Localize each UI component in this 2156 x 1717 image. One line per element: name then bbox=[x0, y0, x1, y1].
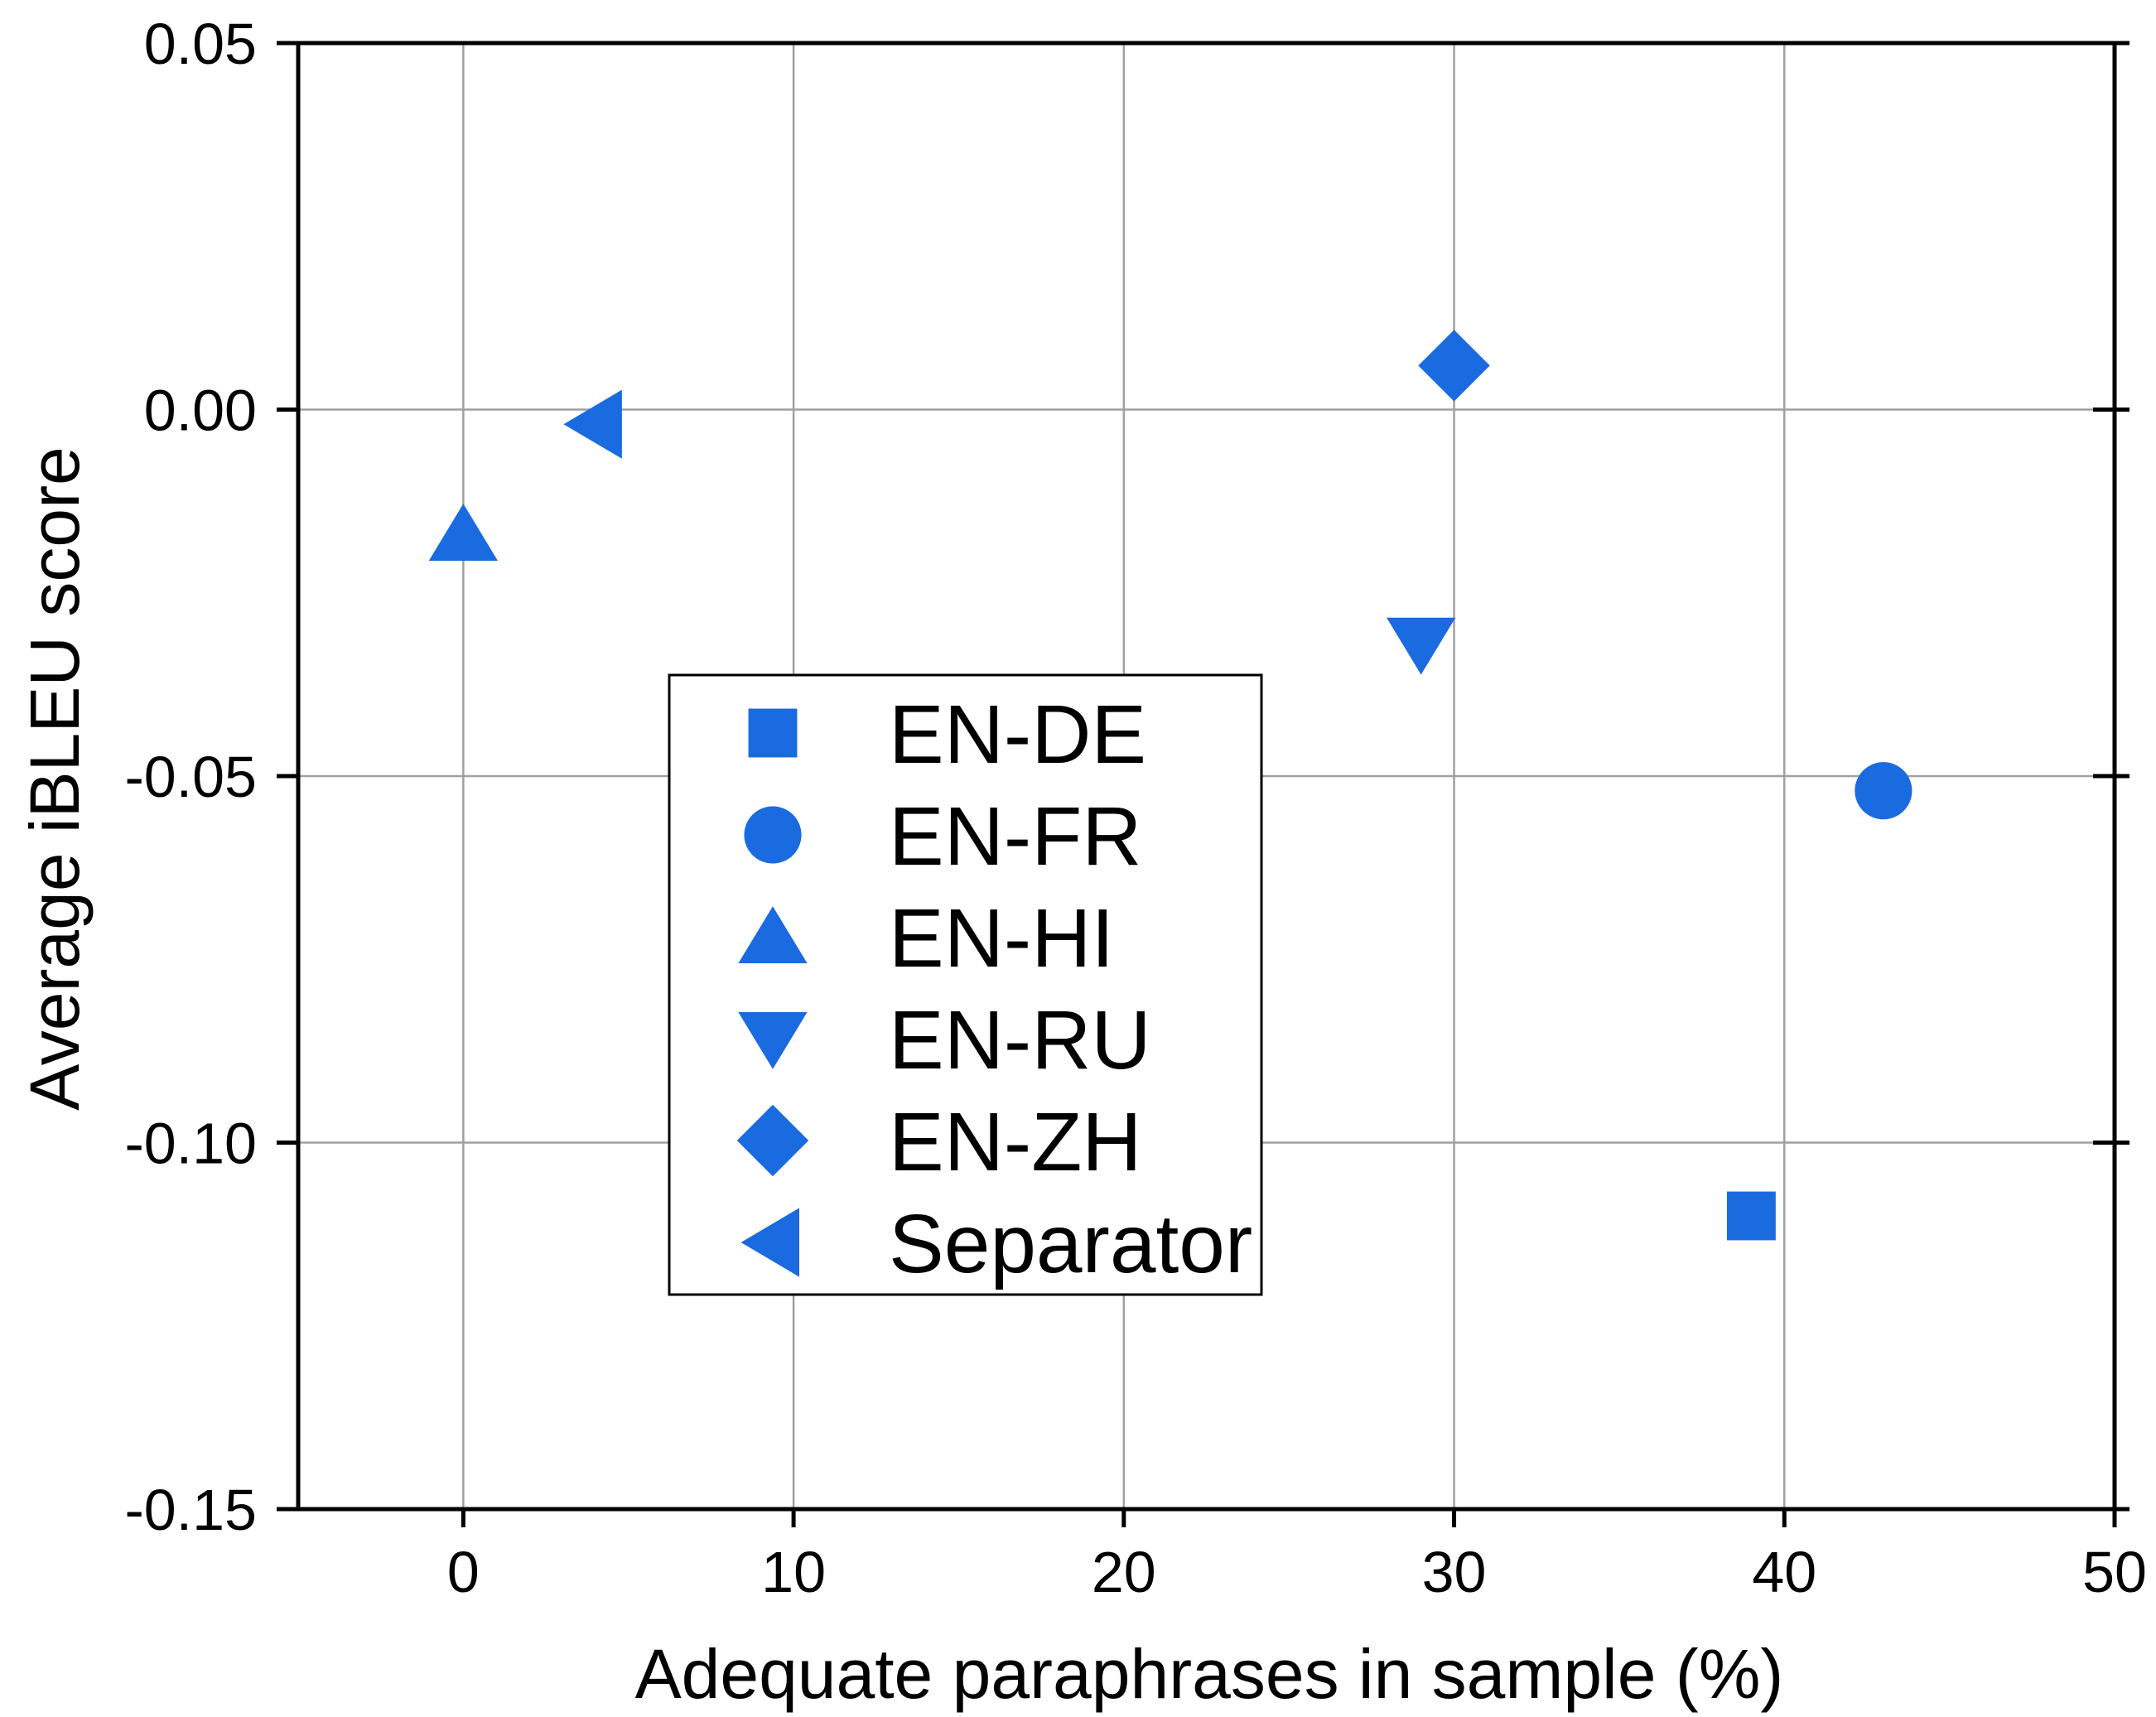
axes: 0 10 20 30 40 50 0.05 0.00 -0.05 -0.10 -0.15 bbox=[124, 12, 2147, 1604]
x-tick-label: 20 bbox=[1092, 1540, 1156, 1604]
legend-marker-en-de bbox=[748, 708, 798, 758]
legend-marker-en-zh bbox=[736, 1104, 809, 1177]
legend-marker-separator bbox=[740, 1208, 799, 1277]
y-tick-label: 0.00 bbox=[144, 379, 257, 443]
data-point-en-hi bbox=[428, 504, 498, 561]
data-point-en-fr bbox=[1855, 762, 1912, 820]
legend-label-en-de: EN-DE bbox=[889, 688, 1146, 781]
y-tick-label: -0.05 bbox=[124, 745, 257, 809]
x-tick-label: 40 bbox=[1752, 1540, 1816, 1604]
legend-marker-en-fr bbox=[744, 806, 802, 864]
legend-label-en-hi: EN-HI bbox=[889, 892, 1114, 985]
data-markers bbox=[428, 330, 1912, 1241]
data-point-en-ru bbox=[1387, 617, 1456, 675]
x-tick-label: 0 bbox=[447, 1540, 480, 1604]
legend-label-separator: Separator bbox=[889, 1198, 1252, 1290]
data-point-en-zh bbox=[1418, 330, 1490, 402]
x-axis-title: Adequate paraphrases in sample (%) bbox=[635, 1635, 1784, 1713]
legend-label-en-zh: EN-ZH bbox=[889, 1096, 1142, 1189]
legend-marker-en-hi bbox=[738, 906, 808, 963]
legend-box bbox=[668, 673, 1263, 1296]
x-tick-label: 10 bbox=[761, 1540, 826, 1604]
y-tick-label: -0.15 bbox=[124, 1478, 257, 1542]
x-tick-label: 50 bbox=[2082, 1540, 2147, 1604]
legend-label-en-ru: EN-RU bbox=[889, 994, 1151, 1087]
data-point-separator bbox=[563, 389, 622, 459]
legend-marker-en-ru bbox=[738, 1012, 808, 1069]
y-tick-label: -0.10 bbox=[124, 1112, 257, 1176]
legend-label-en-fr: EN-FR bbox=[889, 790, 1142, 883]
y-axis-title: Average iBLEU score bbox=[16, 446, 94, 1111]
y-tick-label: 0.05 bbox=[144, 12, 257, 76]
x-tick-label: 30 bbox=[1422, 1540, 1487, 1604]
data-point-en-de bbox=[1726, 1191, 1776, 1241]
